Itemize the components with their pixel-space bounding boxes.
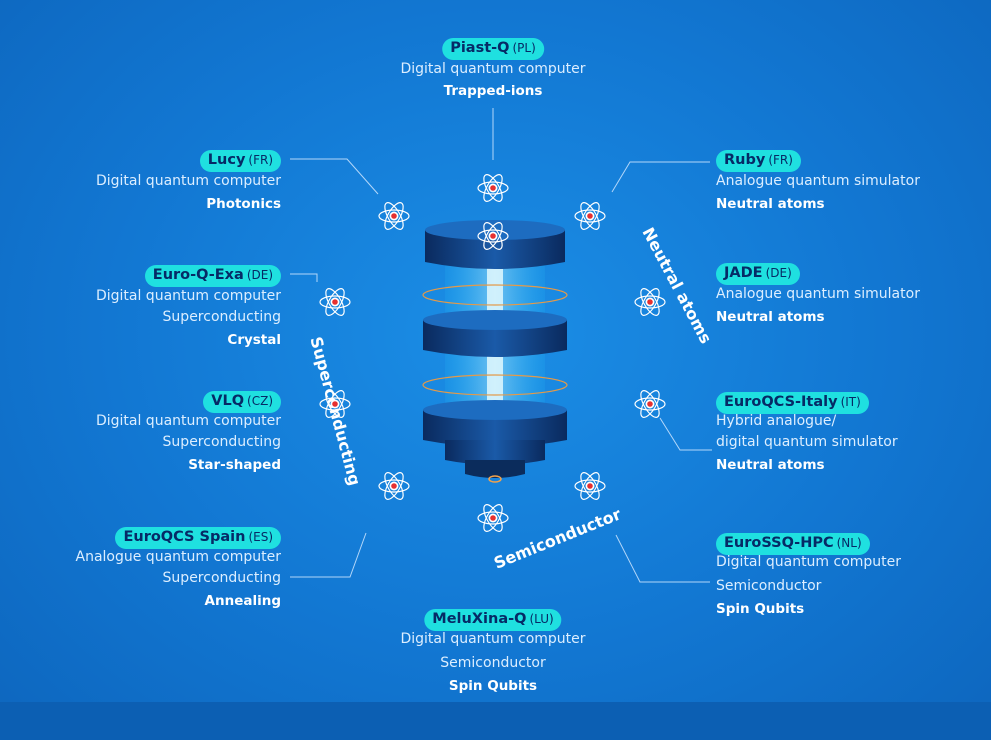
system-description: Semiconductor (440, 655, 546, 671)
system-name-pill: Euro-Q-Exa (DE) (144, 265, 281, 287)
system-description: Superconducting (162, 309, 281, 325)
system-description: Analogue quantum simulator (716, 173, 920, 189)
atom-icon (572, 468, 608, 504)
atom-icon (475, 500, 511, 536)
system-technology: Photonics (206, 196, 281, 212)
connector-eurossq (615, 534, 710, 583)
system-name-pill: Lucy (FR) (199, 150, 281, 172)
system-description: Analogue quantum simulator (716, 286, 920, 302)
system-name-pill: EuroQCS-Italy (IT) (716, 392, 869, 414)
system-technology: Neutral atoms (716, 309, 825, 325)
system-name-pill: VLQ (CZ) (203, 391, 281, 413)
system-name-pill: EuroSSQ-HPC (NL) (716, 533, 870, 555)
connector-euroqexa (290, 273, 318, 282)
connector-spain (290, 532, 367, 578)
atom-icon (475, 170, 511, 206)
system-description: Digital quantum computer (95, 173, 281, 189)
system-technology: Trapped-ions (443, 83, 543, 99)
atom-icon (475, 218, 511, 254)
system-description: Semiconductor (716, 578, 822, 594)
system-technology: Crystal (227, 332, 281, 348)
system-name-pill: MeluXina-Q (LU) (424, 609, 562, 631)
system-description: Digital quantum computer (716, 554, 902, 570)
system-description: Digital quantum computer (400, 631, 586, 647)
atom-icon (376, 198, 412, 234)
system-technology: Spin Qubits (716, 601, 805, 617)
atom-icon (572, 198, 608, 234)
system-name-pill: EuroQCS Spain (ES) (115, 527, 281, 549)
system-description: Digital quantum computer (400, 61, 586, 77)
atom-icon (317, 386, 353, 422)
system-description: digital quantum simulator (716, 434, 898, 450)
system-description: Analogue quantum computer (75, 549, 282, 565)
atom-icon (376, 468, 412, 504)
connector-ruby (611, 161, 710, 193)
atom-icon (632, 386, 668, 422)
system-name-pill: Ruby (FR) (716, 150, 801, 172)
system-description: Superconducting (162, 434, 281, 450)
system-description: Digital quantum computer (95, 288, 281, 304)
system-name-pill: JADE (DE) (716, 263, 800, 285)
system-name-pill: Piast-Q (PL) (442, 38, 544, 60)
system-technology: Neutral atoms (716, 196, 825, 212)
connector-italy (659, 417, 712, 451)
atom-icon (632, 284, 668, 320)
system-technology: Spin Qubits (448, 678, 538, 694)
system-technology: Star-shaped (188, 457, 281, 473)
system-description: Digital quantum computer (95, 413, 281, 429)
system-description: Hybrid analogue/ (716, 413, 837, 429)
atom-icon (317, 284, 353, 320)
system-description: Superconducting (162, 570, 281, 586)
system-technology: Annealing (204, 593, 281, 609)
system-technology: Neutral atoms (716, 457, 825, 473)
connector-lucy (290, 158, 379, 195)
bottom-band (0, 702, 991, 740)
quantum-computer-cryostat (422, 220, 568, 483)
